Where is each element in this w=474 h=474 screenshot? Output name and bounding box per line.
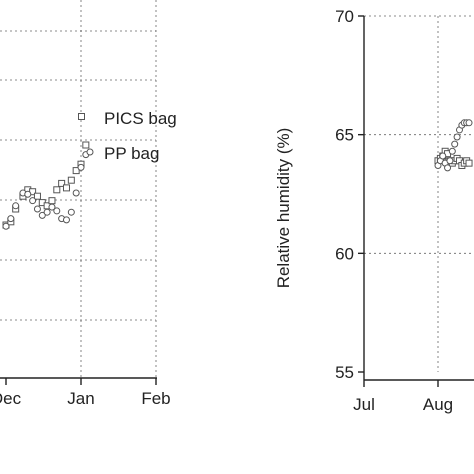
left-axes bbox=[0, 377, 157, 385]
legend-circle-marker bbox=[86, 148, 94, 156]
pics-bag-point bbox=[82, 141, 90, 149]
right-y-tick-labels: 55 60 65 70 bbox=[335, 7, 354, 382]
pp-bag-point bbox=[24, 190, 32, 198]
right-y-tick-label: 65 bbox=[335, 126, 354, 145]
left-gridlines bbox=[0, 0, 157, 378]
legend-label-pics: PICS bag bbox=[104, 109, 177, 128]
pp-bag-point bbox=[67, 208, 75, 216]
left-x-tick-label: Feb bbox=[141, 389, 170, 408]
pp-bag-point bbox=[7, 215, 15, 223]
legend: PICS bag PP bag bbox=[78, 109, 177, 163]
pp-bag-point bbox=[77, 163, 85, 171]
left-x-tick-labels: Dec Jan Feb bbox=[0, 389, 171, 408]
pp-bag-point bbox=[29, 197, 37, 205]
pics-bag-point bbox=[62, 184, 70, 192]
pp-bag-point bbox=[48, 203, 56, 211]
pp-bag-point bbox=[38, 211, 46, 219]
right-circle-point bbox=[446, 157, 454, 165]
pp-bag-point bbox=[43, 208, 51, 216]
pp-bag-point bbox=[2, 222, 10, 230]
left-x-tick-label: Dec bbox=[0, 389, 22, 408]
right-y-axis-title: Relative humidity (%) bbox=[274, 128, 293, 289]
right-x-tick-label: Aug bbox=[423, 395, 453, 414]
pics-bag-point bbox=[72, 167, 80, 175]
pics-bag-point bbox=[33, 192, 41, 200]
legend-square-marker bbox=[78, 113, 85, 120]
legend-label-pp: PP bag bbox=[104, 144, 159, 163]
right-gridlines bbox=[364, 15, 474, 372]
right-circle-point bbox=[465, 119, 473, 127]
pp-bag-point bbox=[72, 189, 80, 197]
right-y-tick-label: 55 bbox=[335, 363, 354, 382]
pics-bag-point bbox=[53, 186, 61, 194]
pp-bag-point bbox=[62, 216, 70, 224]
right-series-points bbox=[434, 119, 473, 172]
right-circle-point bbox=[444, 164, 452, 172]
right-circle-point bbox=[451, 140, 459, 148]
right-circle-point bbox=[453, 133, 461, 141]
pics-bag-point bbox=[58, 179, 66, 187]
right-y-tick-label: 60 bbox=[335, 244, 354, 263]
right-circle-point bbox=[439, 152, 447, 160]
pics-bag-point bbox=[48, 197, 56, 205]
pp-bag-point bbox=[12, 202, 20, 210]
right-y-tick-label: 70 bbox=[335, 7, 354, 26]
left-series-points bbox=[2, 141, 90, 230]
pp-bag-point bbox=[53, 207, 61, 215]
right-axes bbox=[358, 15, 474, 387]
pics-bag-point bbox=[67, 176, 75, 184]
right-x-tick-label: Jul bbox=[353, 395, 375, 414]
pp-bag-point bbox=[33, 205, 41, 213]
left-x-tick-label: Jan bbox=[67, 389, 94, 408]
right-circle-point bbox=[448, 147, 456, 155]
right-square-point bbox=[465, 159, 473, 167]
right-x-tick-labels: Jul Aug bbox=[353, 395, 453, 414]
